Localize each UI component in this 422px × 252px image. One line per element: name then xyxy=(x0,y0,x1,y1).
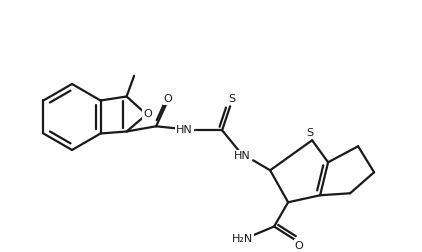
Text: H₂N: H₂N xyxy=(232,234,253,243)
Text: HN: HN xyxy=(176,125,192,135)
Text: O: O xyxy=(295,240,303,250)
Text: O: O xyxy=(143,109,152,119)
Text: O: O xyxy=(164,94,173,104)
Text: S: S xyxy=(306,128,314,138)
Text: HN: HN xyxy=(234,151,251,161)
Text: S: S xyxy=(229,94,235,104)
